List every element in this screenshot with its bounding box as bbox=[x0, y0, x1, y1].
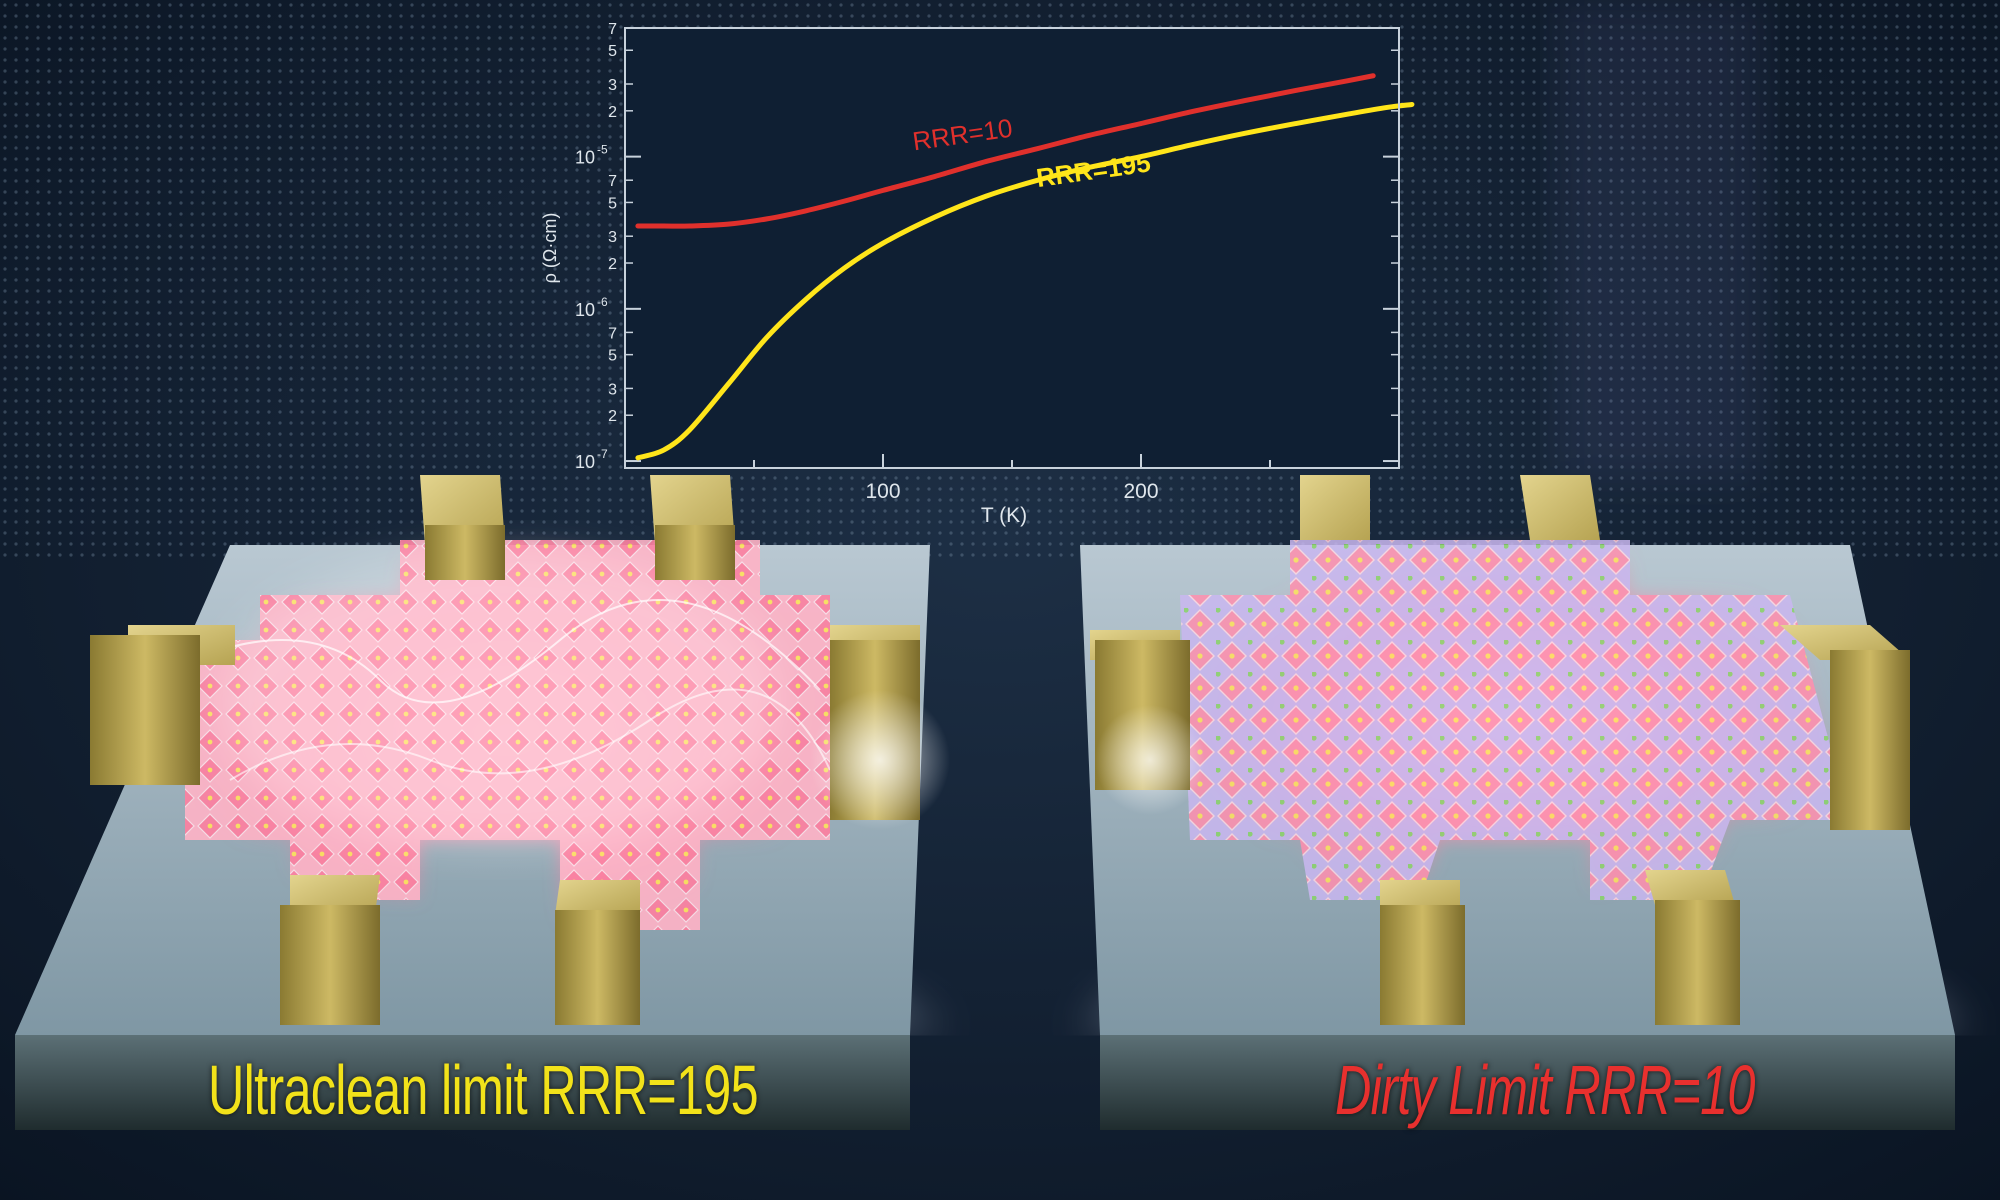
y-minor-label: 2 bbox=[608, 256, 617, 273]
x-tick-label: 200 bbox=[1123, 480, 1158, 503]
y-decade-exponent: -6 bbox=[597, 295, 608, 309]
plot-area bbox=[625, 28, 1399, 468]
y-decade-label: 10 bbox=[575, 452, 595, 472]
y-minor-label: 2 bbox=[608, 104, 617, 121]
y-decade-exponent: -5 bbox=[597, 143, 608, 157]
y-minor-label: 7 bbox=[608, 173, 617, 190]
y-minor-label: 3 bbox=[608, 381, 617, 398]
left-device bbox=[15, 475, 950, 1130]
caption-ultraclean: Ultraclean limit RRR=195 bbox=[208, 1051, 759, 1129]
y-axis-label: ρ (Ω·cm) bbox=[540, 213, 560, 284]
caption-dirty: Dirty Limit RRR=10 bbox=[1335, 1051, 1755, 1129]
y-minor-label: 3 bbox=[608, 229, 617, 246]
series-line-rrr-10 bbox=[635, 73, 1376, 229]
y-minor-label: 2 bbox=[608, 408, 617, 425]
y-minor-label: 7 bbox=[608, 325, 617, 342]
y-minor-label: 7 bbox=[608, 21, 617, 38]
y-minor-label: 5 bbox=[608, 195, 617, 212]
series-line-rrr-195 bbox=[635, 102, 1415, 461]
y-decade-label: 10 bbox=[575, 300, 595, 320]
curve-layer bbox=[635, 73, 1415, 461]
y-decade-label: 10 bbox=[575, 148, 595, 168]
y-minor-label: 5 bbox=[608, 348, 617, 365]
x-axis-label: T (K) bbox=[981, 504, 1027, 527]
y-minor-label: 5 bbox=[608, 43, 617, 60]
right-device bbox=[1080, 475, 1970, 1130]
x-tick-label: 100 bbox=[865, 480, 900, 503]
plot-frame bbox=[624, 27, 1400, 469]
y-decade-exponent: -7 bbox=[597, 447, 608, 461]
y-minor-label: 3 bbox=[608, 77, 617, 94]
